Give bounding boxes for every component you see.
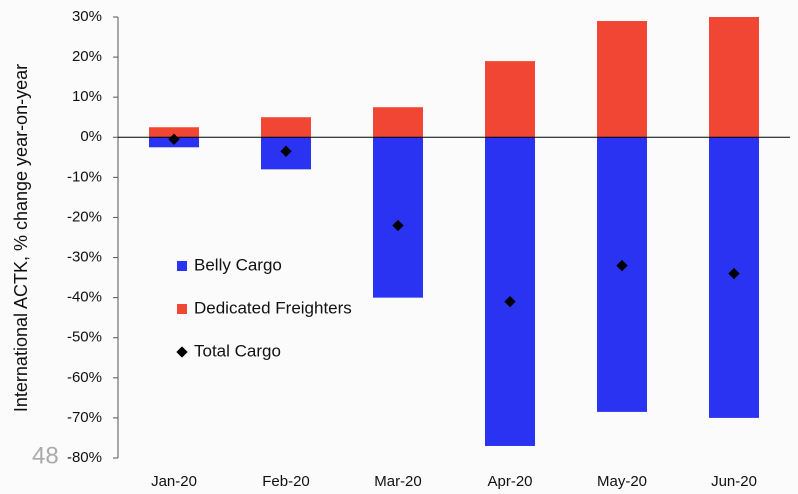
point: [616, 259, 628, 272]
point: [392, 219, 404, 232]
bar: [597, 21, 647, 138]
legend-marker: [176, 346, 188, 358]
y-tick-label: 20%: [72, 48, 102, 65]
x-tick-label: Jun-20: [711, 473, 757, 490]
y-tick-label: -10%: [67, 168, 102, 185]
bar: [149, 127, 199, 138]
bar: [597, 137, 647, 412]
y-tick-label: 0%: [80, 128, 102, 145]
legend-label: Total Cargo: [194, 341, 281, 360]
bar: [709, 17, 759, 138]
y-tick-label: 10%: [72, 88, 102, 105]
legend-label: Dedicated Freighters: [194, 298, 352, 317]
point: [504, 295, 516, 308]
legend-swatch: [177, 304, 187, 314]
bar: [485, 137, 535, 446]
bar: [261, 117, 311, 138]
y-tick-label: -50%: [67, 329, 102, 346]
x-tick-label: May-20: [597, 473, 647, 490]
bar: [373, 107, 423, 138]
point: [728, 267, 740, 280]
point: [280, 145, 292, 157]
x-tick-label: Apr-20: [487, 473, 532, 490]
y-tick-label: -30%: [67, 249, 102, 266]
x-tick-label: Jan-20: [151, 473, 197, 490]
x-tick-label: Feb-20: [262, 473, 310, 490]
bar: [373, 137, 423, 298]
y-tick-label: -20%: [67, 208, 102, 225]
y-tick-label: -60%: [67, 369, 102, 386]
y-axis-label: International ACTK, % change year-on-yea…: [11, 64, 31, 412]
legend-swatch: [177, 261, 187, 271]
bar: [485, 61, 535, 138]
y-tick-label: 30%: [72, 8, 102, 25]
x-tick-label: Mar-20: [374, 473, 422, 490]
page-number: 48: [32, 442, 59, 469]
legend-label: Belly Cargo: [194, 255, 282, 274]
y-tick-label: -40%: [67, 289, 102, 306]
y-tick-label: -80%: [67, 449, 102, 466]
point: [168, 133, 180, 145]
y-tick-label: -70%: [67, 409, 102, 426]
